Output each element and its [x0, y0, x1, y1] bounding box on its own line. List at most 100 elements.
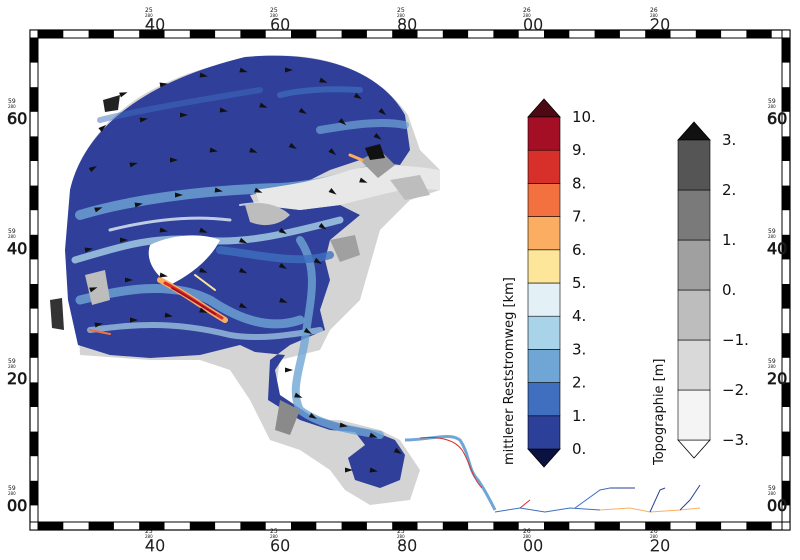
- current-arrow: [373, 132, 382, 140]
- current-arrow: [393, 447, 402, 454]
- frame-bar-bottom: [594, 522, 620, 530]
- current-arrow: [125, 277, 133, 283]
- frame-bar-right: [782, 136, 790, 161]
- axis-tick-small-bottom: 280: [397, 13, 405, 18]
- current-arrow: [239, 67, 248, 73]
- axis-tick-label: 00: [523, 536, 543, 555]
- current-colorbar-swatch: [527, 249, 561, 284]
- current-colorbar-tick-label: 4.: [572, 307, 586, 325]
- current-arrow: [88, 166, 97, 173]
- frame-bar-left: [30, 87, 38, 112]
- axis-tick-small-bottom: 280: [8, 491, 16, 496]
- frame-bar-left: [30, 38, 38, 63]
- current-colorbar-tick-label: 2.: [572, 374, 586, 392]
- axis-tick-label: 20: [650, 15, 670, 34]
- topography-colorbar-tick-label: 1.: [722, 231, 736, 249]
- current-arrow: [94, 322, 103, 328]
- frame-bar-right: [782, 38, 790, 63]
- frame-bar-left: [30, 333, 38, 358]
- current-arrow: [199, 227, 208, 233]
- axis-tick-small-bottom: 280: [768, 104, 776, 109]
- current-arrow: [159, 227, 168, 233]
- current-arrow: [180, 112, 188, 118]
- frame-corner: [781, 521, 791, 531]
- current-colorbar-swatch: [527, 116, 561, 151]
- current-colorbar-tick-label: 6.: [572, 241, 586, 259]
- current-arrow: [84, 247, 93, 253]
- axis-tick-label: 40: [145, 15, 165, 34]
- axis-tick-small-top: 26: [523, 7, 531, 14]
- topography-colorbar-swatch: [677, 289, 711, 341]
- frame-bar-top: [240, 30, 266, 38]
- axis-tick-small-bottom: 280: [145, 13, 153, 18]
- topography-colorbar-swatch: [677, 389, 711, 441]
- frame-bar-left: [30, 431, 38, 457]
- current-arrow: [328, 187, 337, 195]
- topography-colorbar-title: Topographie [m]: [652, 359, 667, 467]
- axis-tick-small-bottom: 280: [523, 13, 531, 18]
- frame-bar-top: [746, 30, 772, 38]
- frame-corner: [29, 521, 39, 531]
- frame-bar-top: [38, 30, 64, 38]
- river-channel: [404, 434, 497, 511]
- current-arrow: [259, 102, 268, 108]
- topography-colorbar-swatch: [677, 339, 711, 391]
- current-colorbar-swatch: [527, 415, 561, 450]
- frame-bar-right: [782, 431, 790, 457]
- current-arrow: [214, 187, 223, 193]
- axis-tick-small-top: 59: [768, 98, 776, 105]
- current-arrow: [285, 67, 293, 73]
- axis-tick-small-bottom: 280: [8, 104, 16, 109]
- frame-bar-left: [30, 284, 38, 309]
- current-arrow: [199, 307, 208, 313]
- frame-bar-right: [782, 185, 790, 211]
- current-arrow: [159, 82, 168, 88]
- frame-bar-bottom: [38, 522, 64, 530]
- frame-bar-top: [594, 30, 620, 38]
- frame-bar-right: [782, 284, 790, 309]
- topography-colorbar-tick-label: 2.: [722, 181, 736, 199]
- axis-tick-small-top: 59: [768, 485, 776, 492]
- frame-bar-right: [782, 333, 790, 358]
- tributaries: [494, 484, 701, 513]
- axis-tick-label: 60: [270, 536, 290, 555]
- river-channel-red: [419, 437, 483, 489]
- frame-bar-top: [341, 30, 367, 38]
- current-arrow: [238, 302, 248, 309]
- topography-colorbar: −3. −2. −1. 0. 1. 2. 3.: [677, 121, 749, 459]
- frame-bar-right: [782, 382, 790, 407]
- topography-colorbar-tick-label: −2.: [722, 381, 749, 399]
- current-arrow: [159, 272, 168, 278]
- frame-bar-bottom: [291, 522, 317, 530]
- current-arrow: [94, 207, 103, 213]
- axis-tick-small-top: 25: [270, 528, 278, 535]
- current-colorbar-tick-label: 9.: [572, 141, 586, 159]
- frame-bar-left: [30, 185, 38, 211]
- frame-bar-bottom: [746, 522, 772, 530]
- frame-bar-top: [392, 30, 418, 38]
- current-arrow: [119, 92, 128, 98]
- axis-tick-small-bottom: 280: [768, 364, 776, 369]
- axis-tick-small-top: 26: [650, 528, 658, 535]
- current-colorbar-swatch: [527, 216, 561, 251]
- axis-tick-label: 20: [650, 536, 670, 555]
- water-body: [65, 55, 410, 489]
- current-colorbar-swatch: [527, 183, 561, 217]
- axis-tick-small-top: 59: [8, 485, 16, 492]
- frame-corner: [29, 29, 39, 39]
- frame-bar-top: [645, 30, 671, 38]
- current-arrow: [278, 227, 287, 234]
- frame-bar-bottom: [240, 522, 266, 530]
- high-current-streaks: [89, 153, 364, 335]
- axis-tick-small-top: 59: [8, 228, 16, 235]
- axis-tick-label: 00: [767, 496, 787, 515]
- current-colorbar-tick-label: 0.: [572, 440, 586, 458]
- axis-tick-small-bottom: 280: [8, 364, 16, 369]
- current-arrow: [313, 257, 322, 264]
- frame-bar-top: [189, 30, 216, 38]
- axis-tick-small-top: 25: [397, 7, 405, 14]
